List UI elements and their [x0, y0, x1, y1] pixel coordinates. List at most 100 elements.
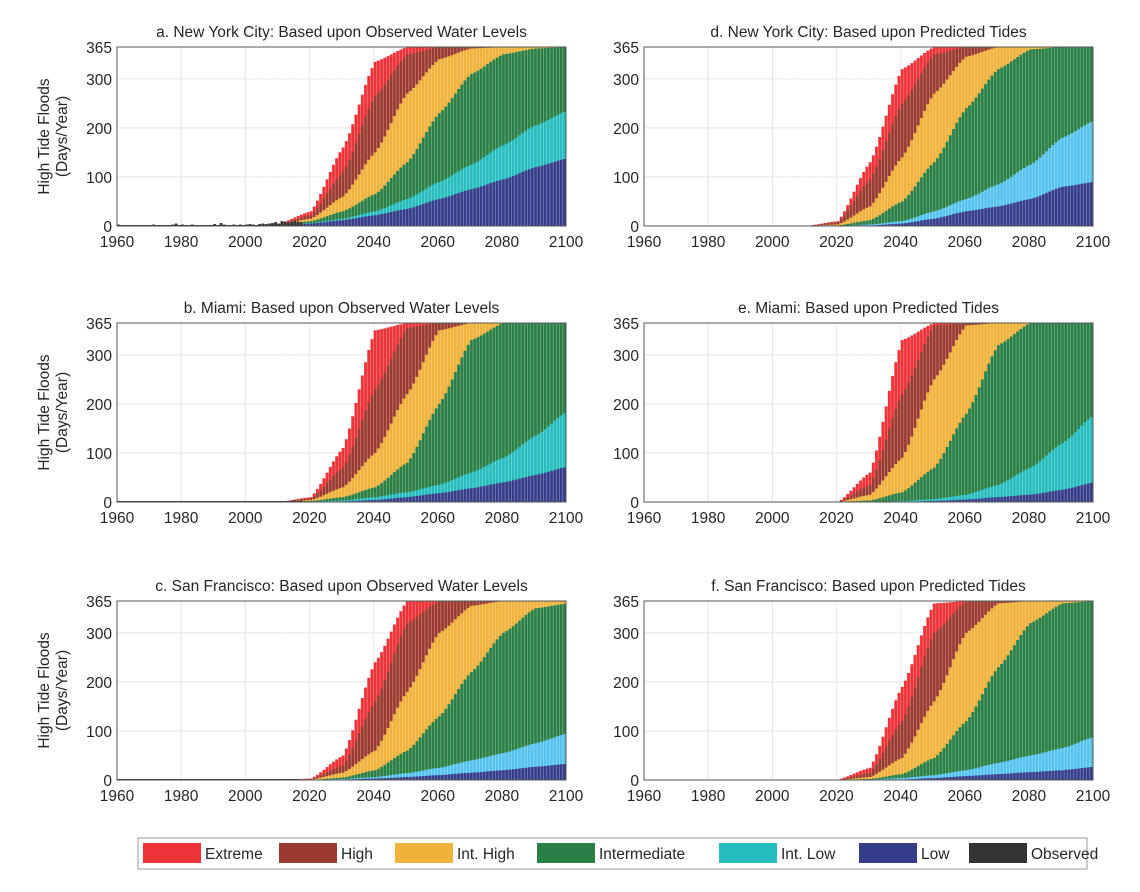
y-tick-label: 365	[613, 316, 639, 333]
y-axis-label-line2: (Days/Year)	[54, 96, 71, 177]
y-tick-label: 300	[613, 72, 639, 89]
y-tick-label: 100	[613, 446, 639, 463]
legend-label: High	[341, 846, 373, 863]
legend-label: Int. High	[457, 846, 515, 863]
y-tick-label: 200	[86, 397, 112, 414]
x-tick-label: 2080	[485, 234, 520, 251]
x-tick-label: 2060	[420, 234, 455, 251]
x-tick-label: 2080	[1012, 510, 1047, 527]
panel-a: a. New York City: Based upon Observed Wa…	[36, 24, 584, 251]
x-tick-label: 1980	[691, 234, 726, 251]
y-tick-label: 365	[613, 594, 639, 611]
legend-item: Intermediate	[537, 843, 685, 863]
y-tick-label: 0	[103, 773, 112, 790]
legend-swatch	[279, 843, 337, 863]
observed-bar	[300, 222, 303, 226]
x-tick-label: 1980	[691, 510, 726, 527]
y-tick-label: 100	[613, 170, 639, 187]
x-tick-label: 2020	[819, 788, 854, 805]
x-tick-label: 2020	[292, 510, 327, 527]
y-axis-label-line1: High Tide Floods	[36, 78, 53, 195]
y-tick-label: 365	[86, 40, 112, 57]
x-tick-label: 2060	[420, 788, 455, 805]
x-tick-label: 2080	[1012, 234, 1047, 251]
x-tick-label: 2100	[549, 510, 584, 527]
y-axis-label-line1: High Tide Floods	[36, 354, 53, 471]
y-tick-label: 100	[86, 724, 112, 741]
y-tick-label: 300	[86, 72, 112, 89]
y-tick-label: 365	[86, 316, 112, 333]
y-tick-label: 300	[86, 626, 112, 643]
x-tick-label: 2040	[883, 510, 918, 527]
x-tick-label: 1960	[627, 234, 662, 251]
y-axis-label-line2: (Days/Year)	[54, 372, 71, 453]
y-tick-label: 0	[630, 773, 639, 790]
panel-title: a. New York City: Based upon Observed Wa…	[156, 24, 527, 41]
legend-item: High	[279, 843, 373, 863]
x-tick-label: 2020	[292, 788, 327, 805]
x-tick-label: 2040	[883, 234, 918, 251]
x-tick-label: 2020	[819, 510, 854, 527]
x-tick-label: 2060	[947, 234, 982, 251]
x-tick-label: 2040	[883, 788, 918, 805]
y-tick-label: 100	[613, 724, 639, 741]
y-tick-label: 200	[613, 675, 639, 692]
y-axis-label-line1: High Tide Floods	[36, 632, 53, 749]
y-tick-label: 200	[613, 397, 639, 414]
x-tick-label: 2040	[356, 234, 391, 251]
y-tick-label: 300	[86, 348, 112, 365]
y-tick-label: 200	[86, 121, 112, 138]
x-tick-label: 2000	[228, 788, 263, 805]
y-tick-label: 200	[86, 675, 112, 692]
legend-swatch	[537, 843, 595, 863]
legend-swatch	[143, 843, 201, 863]
x-tick-label: 2020	[292, 234, 327, 251]
panel-title: f. San Francisco: Based upon Predicted T…	[711, 578, 1026, 595]
y-tick-label: 0	[103, 219, 112, 236]
x-tick-label: 1980	[691, 788, 726, 805]
x-tick-label: 2100	[549, 234, 584, 251]
x-tick-label: 1960	[100, 788, 135, 805]
x-tick-label: 1960	[100, 510, 135, 527]
y-tick-label: 365	[613, 40, 639, 57]
x-tick-label: 2100	[1076, 788, 1111, 805]
legend-item: Observed	[969, 843, 1098, 863]
x-tick-label: 2020	[819, 234, 854, 251]
panel-title: e. Miami: Based upon Predicted Tides	[738, 300, 999, 317]
x-tick-label: 1980	[164, 788, 199, 805]
legend-label: Intermediate	[599, 846, 685, 863]
x-tick-label: 2080	[485, 510, 520, 527]
x-tick-label: 2060	[947, 788, 982, 805]
legend-swatch	[969, 843, 1027, 863]
x-tick-label: 2000	[755, 510, 790, 527]
legend-swatch	[395, 843, 453, 863]
legend-swatch	[859, 843, 917, 863]
x-tick-label: 2000	[228, 510, 263, 527]
y-tick-label: 100	[86, 170, 112, 187]
x-tick-label: 2100	[1076, 510, 1111, 527]
y-tick-label: 100	[86, 446, 112, 463]
x-tick-label: 2040	[356, 788, 391, 805]
x-tick-label: 2000	[228, 234, 263, 251]
x-tick-label: 1960	[627, 788, 662, 805]
panel-title: b. Miami: Based upon Observed Water Leve…	[184, 300, 500, 317]
panel-c: c. San Francisco: Based upon Observed Wa…	[36, 578, 584, 805]
y-tick-label: 300	[613, 348, 639, 365]
y-tick-label: 200	[613, 121, 639, 138]
x-tick-label: 1960	[627, 510, 662, 527]
legend-item: Low	[859, 843, 950, 863]
legend-swatch	[719, 843, 777, 863]
x-tick-label: 2080	[1012, 788, 1047, 805]
x-tick-label: 2060	[947, 510, 982, 527]
legend-label: Int. Low	[781, 846, 836, 863]
panel-title: c. San Francisco: Based upon Observed Wa…	[155, 578, 528, 595]
x-tick-label: 2000	[755, 234, 790, 251]
panel-d: d. New York City: Based upon Predicted T…	[613, 24, 1110, 251]
y-tick-label: 0	[103, 495, 112, 512]
x-tick-label: 1960	[100, 234, 135, 251]
y-tick-label: 300	[613, 626, 639, 643]
legend-label: Low	[921, 846, 950, 863]
panel-f: f. San Francisco: Based upon Predicted T…	[613, 578, 1110, 805]
panel-title: d. New York City: Based upon Predicted T…	[710, 24, 1026, 41]
